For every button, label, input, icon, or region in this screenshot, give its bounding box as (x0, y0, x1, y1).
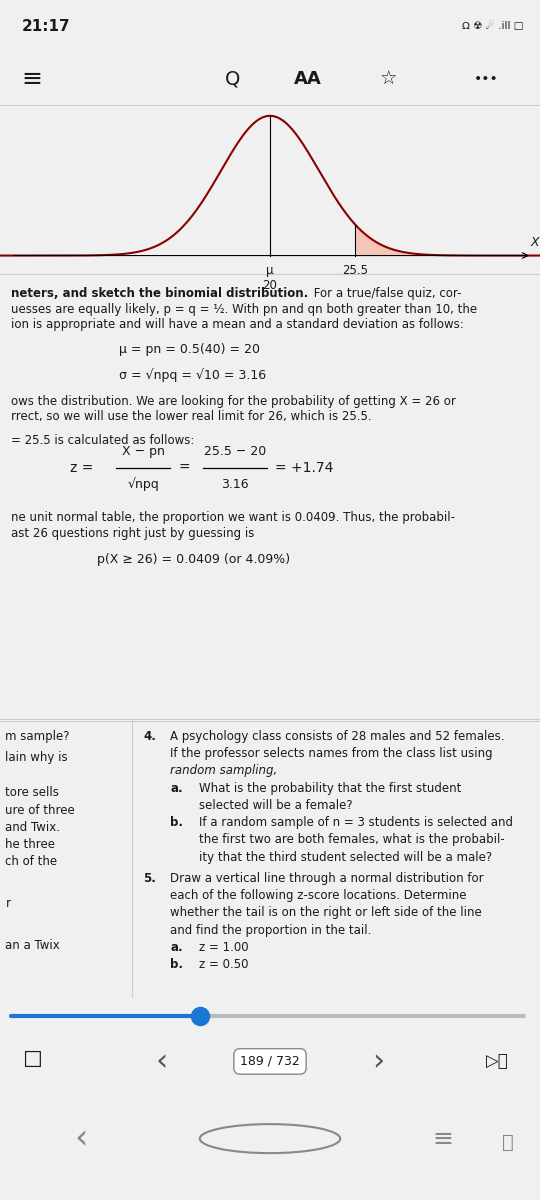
Text: ows the distribution. We are looking for the probability of getting X = 26 or: ows the distribution. We are looking for… (11, 395, 456, 408)
Text: Draw a vertical line through a normal distribution for: Draw a vertical line through a normal di… (170, 871, 484, 884)
Text: ne unit normal table, the proportion we want is 0.0409. Thus, the probabil-: ne unit normal table, the proportion we … (11, 511, 455, 524)
Text: each of the following z-score locations. Determine: each of the following z-score locations.… (170, 889, 467, 902)
Text: and Twix.: and Twix. (5, 821, 60, 834)
Text: m sample?: m sample? (5, 730, 70, 743)
Text: ity that the third student selected will be a male?: ity that the third student selected will… (199, 851, 492, 864)
Text: rrect, so we will use the lower real limit for 26, which is 25.5.: rrect, so we will use the lower real lim… (11, 410, 372, 424)
Text: Q: Q (225, 70, 240, 89)
Text: 5.: 5. (143, 871, 156, 884)
Text: neters, and sketch the binomial distribution.: neters, and sketch the binomial distribu… (11, 287, 308, 300)
Text: z = 0.50: z = 0.50 (199, 958, 248, 971)
Text: ›: › (372, 1046, 384, 1076)
Text: 25.5 − 20: 25.5 − 20 (204, 445, 266, 458)
Text: μ
20: μ 20 (262, 264, 278, 292)
Text: ☐: ☐ (22, 1051, 43, 1072)
Text: uesses are equally likely, p = q = ½. With pn and qn both greater than 10, the: uesses are equally likely, p = q = ½. Wi… (11, 302, 477, 316)
Text: p(X ≥ 26) = 0.0409 (or 4.09%): p(X ≥ 26) = 0.0409 (or 4.09%) (97, 553, 291, 566)
Text: b.: b. (170, 958, 183, 971)
Text: If a random sample of n = 3 students is selected and: If a random sample of n = 3 students is … (199, 816, 512, 829)
Text: random sampling,: random sampling, (170, 764, 278, 778)
Text: lain why is: lain why is (5, 751, 68, 764)
Text: z =: z = (70, 461, 93, 475)
Text: ‹: ‹ (75, 1122, 87, 1156)
Text: X − pn: X − pn (122, 445, 165, 458)
Text: ‹: ‹ (156, 1046, 168, 1076)
Text: ast 26 questions right just by guessing is: ast 26 questions right just by guessing … (11, 527, 254, 540)
Text: A psychology class consists of 28 males and 52 females.: A psychology class consists of 28 males … (170, 730, 504, 743)
Text: = +1.74: = +1.74 (275, 461, 334, 475)
Text: =: = (178, 461, 190, 475)
Text: Ω ☢ ☄ .ill □: Ω ☢ ☄ .ill □ (462, 22, 524, 31)
Text: the first two are both females, what is the probabil-: the first two are both females, what is … (199, 833, 504, 846)
Text: What is the probability that the first student: What is the probability that the first s… (199, 781, 461, 794)
Text: 25.5: 25.5 (342, 264, 368, 277)
Text: ☆: ☆ (380, 70, 397, 89)
Text: 21:17: 21:17 (22, 19, 70, 34)
Text: ▷⦤: ▷⦤ (485, 1052, 508, 1070)
Text: •••: ••• (474, 72, 498, 86)
Text: and find the proportion in the tail.: and find the proportion in the tail. (170, 924, 372, 936)
Text: a.: a. (170, 781, 183, 794)
Text: tore sells: tore sells (5, 786, 59, 799)
Text: ion is appropriate and will have a mean and a standard deviation as follows:: ion is appropriate and will have a mean … (11, 318, 463, 331)
Text: he three: he three (5, 838, 56, 851)
Text: ≡: ≡ (22, 67, 43, 91)
Text: 4.: 4. (143, 730, 156, 743)
Text: If the professor selects names from the class list using: If the professor selects names from the … (170, 748, 492, 760)
Text: 3.16: 3.16 (221, 478, 249, 491)
Text: ch of the: ch of the (5, 856, 58, 869)
Text: b.: b. (170, 816, 183, 829)
Text: whether the tail is on the right or left side of the line: whether the tail is on the right or left… (170, 906, 482, 919)
Text: ≡: ≡ (433, 1127, 453, 1151)
Text: z = 1.00: z = 1.00 (199, 941, 248, 954)
Text: √npq: √npq (127, 478, 159, 491)
Text: σ = √npq = √10 = 3.16: σ = √npq = √10 = 3.16 (119, 368, 266, 382)
Text: ure of three: ure of three (5, 804, 75, 816)
Text: ⧉: ⧉ (502, 1133, 514, 1152)
Text: = 25.5 is calculated as follows:: = 25.5 is calculated as follows: (11, 433, 194, 446)
Text: a.: a. (170, 941, 183, 954)
Text: selected will be a female?: selected will be a female? (199, 799, 352, 811)
Text: r: r (5, 896, 10, 910)
Text: μ = pn = 0.5(40) = 20: μ = pn = 0.5(40) = 20 (119, 343, 260, 356)
Polygon shape (355, 224, 540, 256)
Text: For a true/false quiz, cor-: For a true/false quiz, cor- (310, 287, 462, 300)
Text: AA: AA (294, 70, 322, 88)
Text: 189 / 732: 189 / 732 (240, 1055, 300, 1068)
Text: X: X (530, 235, 539, 248)
Text: an a Twix: an a Twix (5, 938, 60, 952)
